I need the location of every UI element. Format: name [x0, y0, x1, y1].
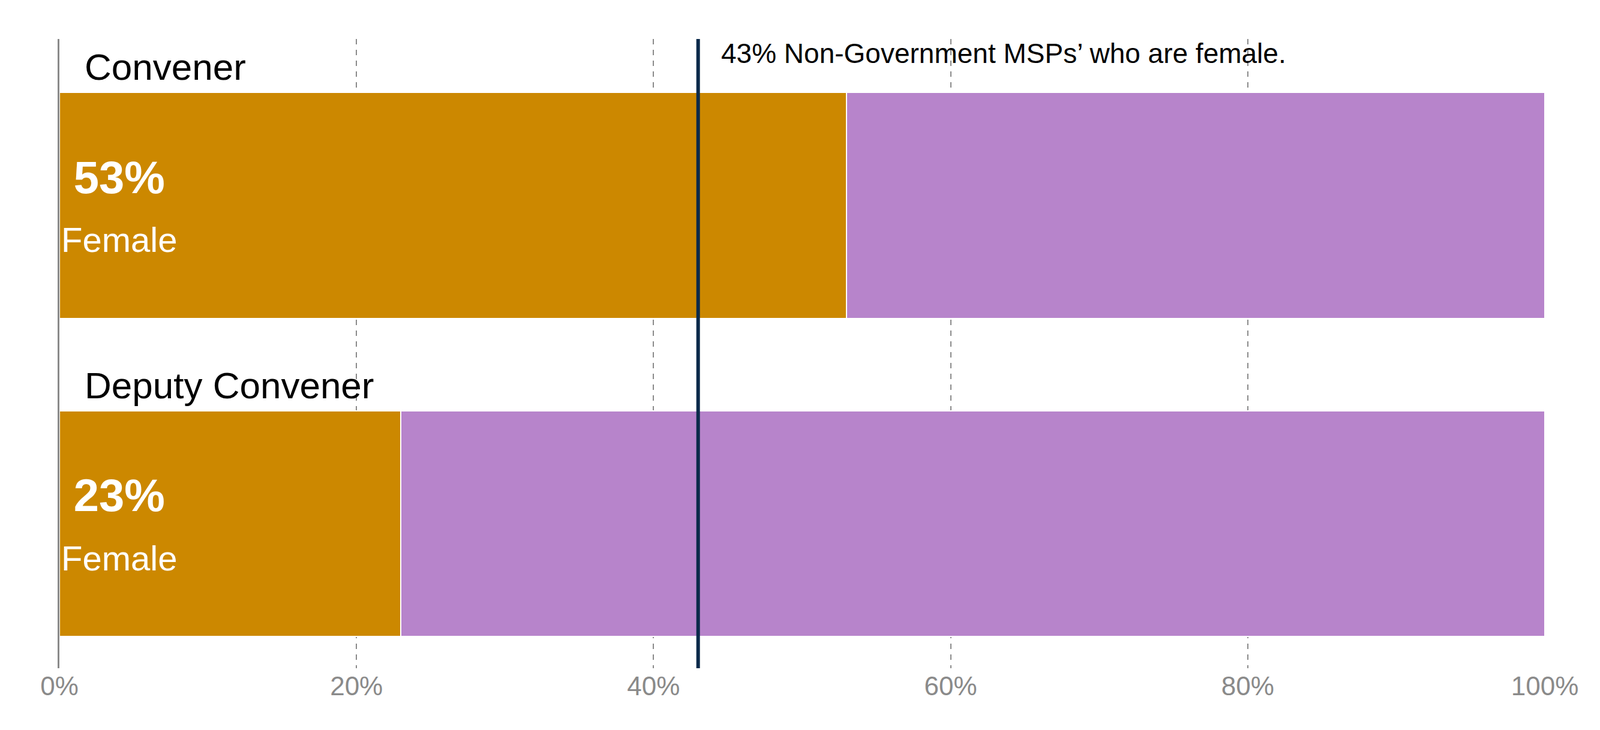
svg-text:Convener: Convener	[84, 46, 246, 88]
svg-text:23%Female: 23%Female	[61, 469, 177, 578]
svg-text:20%: 20%	[329, 671, 383, 701]
svg-text:40%: 40%	[626, 671, 680, 701]
svg-text:Deputy Convener: Deputy Convener	[84, 364, 375, 407]
svg-text:80%: 80%	[1221, 671, 1275, 701]
svg-text:53%Female: 53%Female	[61, 151, 177, 260]
svg-text:100%: 100%	[1511, 671, 1580, 701]
svg-text:0%: 0%	[40, 671, 79, 701]
svg-text:60%: 60%	[924, 671, 978, 701]
svg-text:43% Non-Government MSPs’ who a: 43% Non-Government MSPs’ who are female.	[721, 37, 1287, 69]
